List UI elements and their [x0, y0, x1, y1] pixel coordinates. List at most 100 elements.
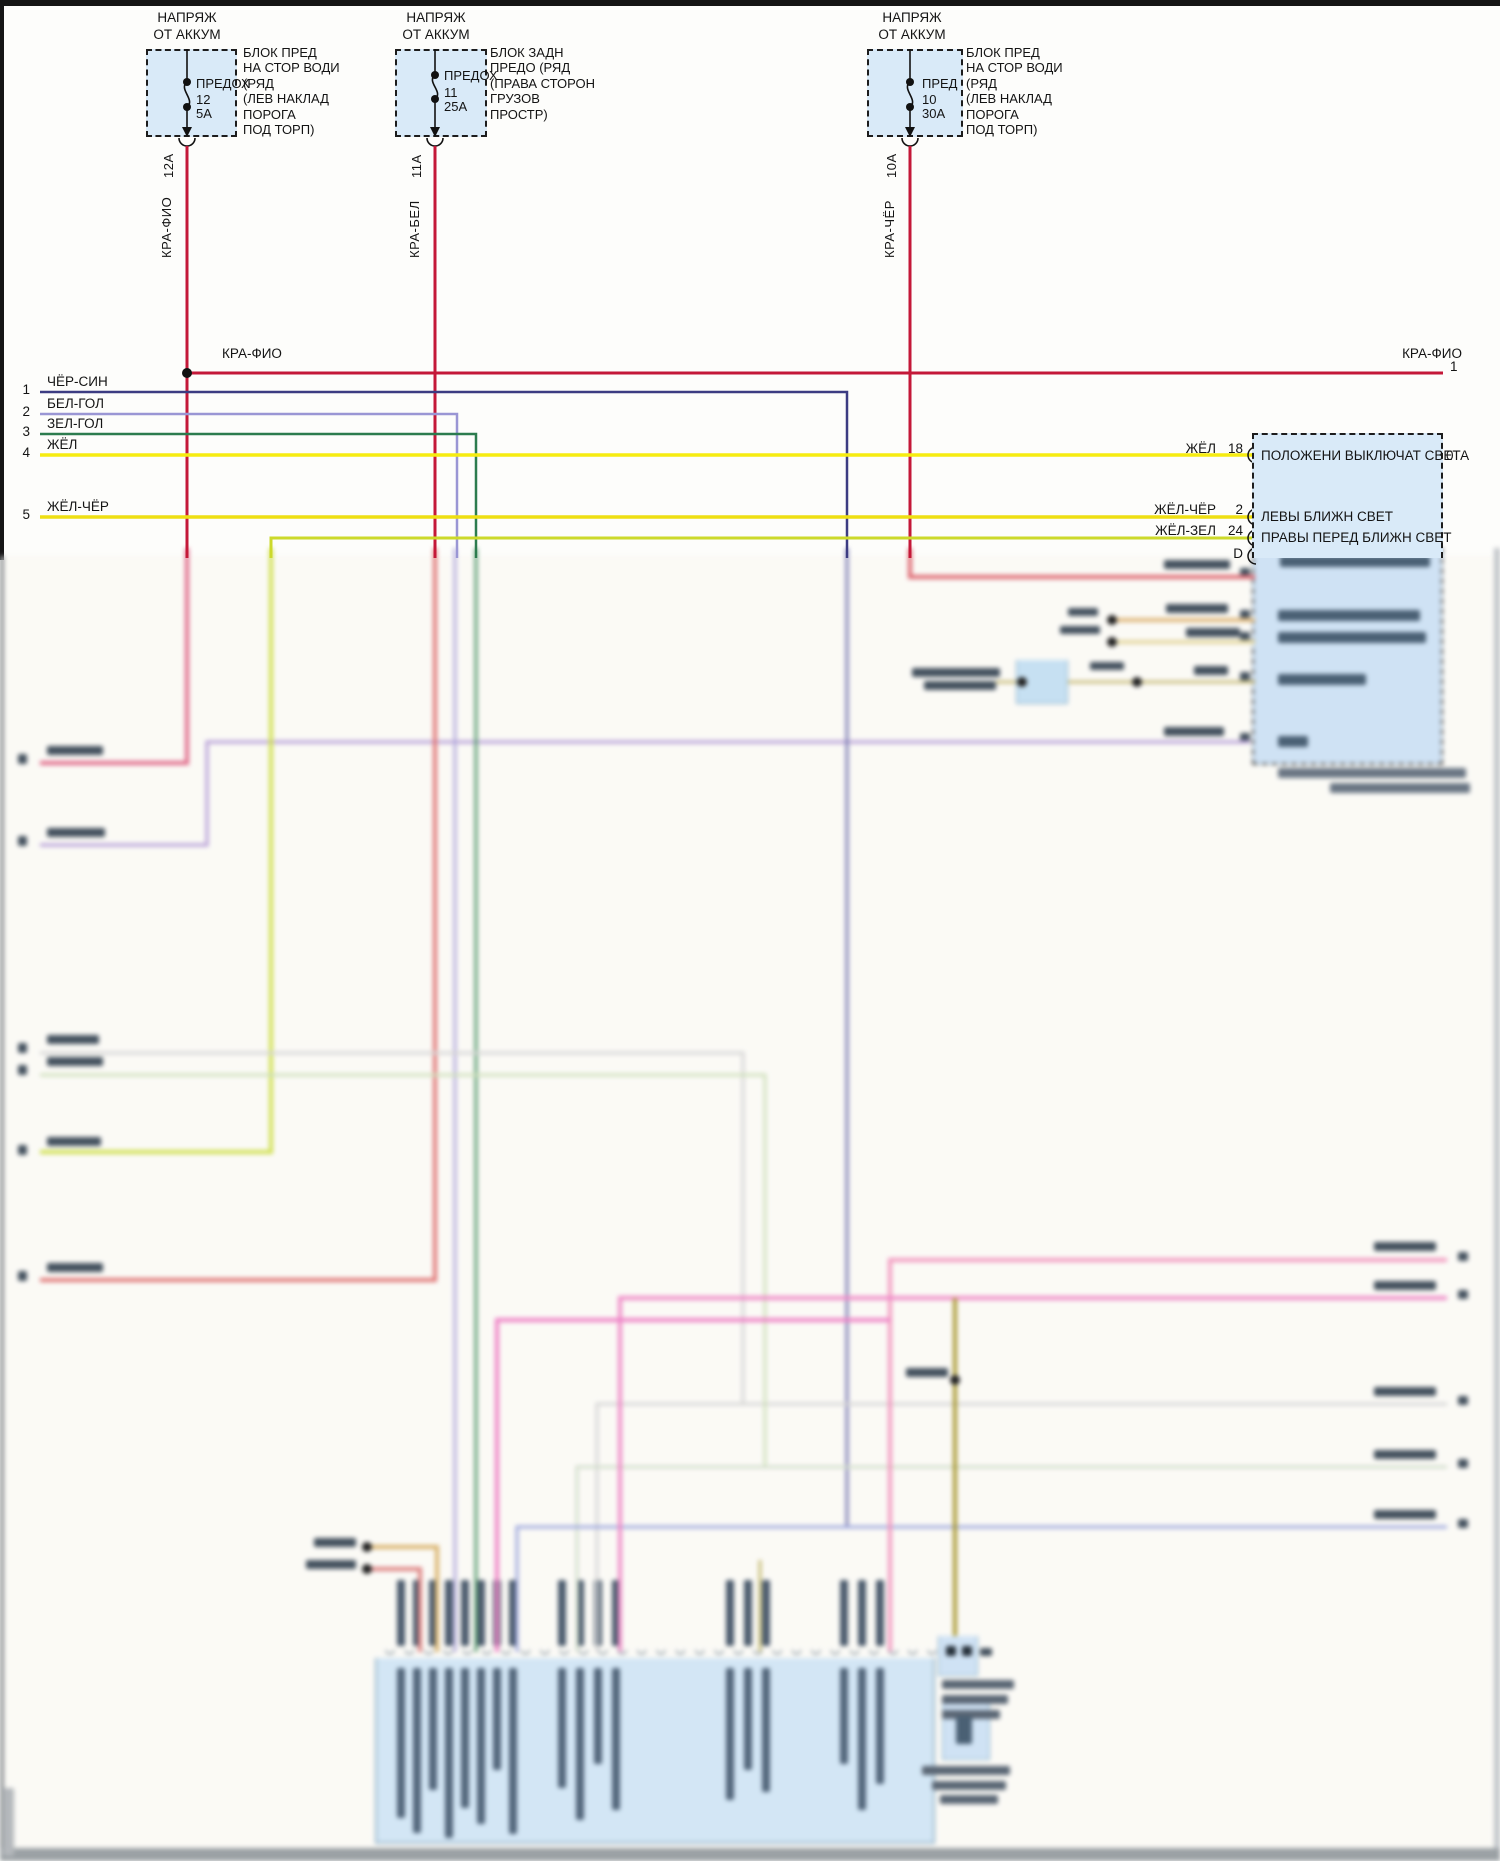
blur-junction-dot [362, 1564, 372, 1574]
fuse3-symbol-label: ПРЕД [922, 76, 958, 91]
bw-palegreen9-a [40, 1073, 767, 1467]
bottom-block-pin-arc-26 [888, 1649, 899, 1655]
bw-palegreen9-b [575, 1465, 1447, 1652]
pin-label-column-inside-13 [744, 1668, 752, 1770]
fuse2-header-line1: НАПРЯЖ [406, 10, 466, 25]
blurred-label-blob-25 [1240, 610, 1250, 619]
blurred-label-blob-21 [1458, 1519, 1468, 1528]
lsb-row1-suffix: 0 [1446, 448, 1454, 463]
lsb-row1-pin: 18 [1227, 441, 1243, 456]
bottom-block-pin-arc-22 [811, 1649, 821, 1655]
blurred-label-blob-52 [906, 1368, 948, 1377]
bw-kra-fio-cont [40, 548, 189, 765]
blurred-label-blob-0 [47, 746, 103, 755]
blur-junction-dot [1132, 677, 1142, 687]
lsb-row4-pin: D [1233, 546, 1243, 561]
left-wire-2-label: БЕЛ-ГОЛ [47, 396, 104, 411]
page-border-bottom [0, 1848, 1500, 1861]
pin-label-column-above-16 [858, 1580, 866, 1646]
pin-label-column-inside-14 [762, 1668, 770, 1792]
page-border-left-lower [0, 556, 4, 1861]
blurred-label-blob-20 [1374, 1510, 1436, 1519]
bottom-block-pin-arc-6 [501, 1649, 511, 1655]
pin-label-column-inside-17 [876, 1668, 884, 1784]
blurred-label-blob-37 [1280, 556, 1430, 567]
blurred-label-blob-12 [1374, 1242, 1436, 1251]
bottom-block-pin-arc-9 [559, 1649, 569, 1655]
left-wire-2-num: 2 [22, 404, 30, 419]
pin-label-column-inside-1 [413, 1668, 421, 1833]
left-wire-3-label: ЗЕЛ-ГОЛ [47, 416, 104, 431]
blurred-label-blob-8 [47, 1137, 101, 1146]
bottom-block-pin-arc-3 [443, 1649, 453, 1655]
left-wire-3-num: 3 [22, 424, 30, 439]
fuse2-connector-bracket [426, 137, 444, 147]
bottom-block-pin-arc-14 [656, 1649, 666, 1655]
blur-junction-dot [362, 1542, 372, 1552]
blurred-label-blob-55 [980, 1648, 992, 1656]
wire-zhel-zel [269, 536, 1252, 558]
bw-periwinkle [515, 1525, 1447, 1652]
lsb-row3-pin: 24 [1227, 523, 1243, 538]
lsb-row3-wire: ЖЁЛ-ЗЕЛ [1155, 523, 1216, 538]
blurred-label-blob-18 [1374, 1450, 1436, 1459]
fuse1-box [146, 49, 237, 137]
bottom-block-pin-arc-12 [617, 1649, 628, 1655]
blur-junction-dot [1107, 615, 1117, 625]
fuse1-rating: 5А [196, 106, 212, 121]
bw-gray8-a [40, 1051, 745, 1404]
fuse2-note: БЛОК ЗАДН ПРЕДО (РЯД (ПРАВА СТОРОН ГРУЗОВ … [490, 45, 595, 122]
bottom-block-pin-arc-24 [849, 1649, 860, 1655]
bottom-block-pin-arc-8 [540, 1649, 550, 1655]
blurred-label-blob-30 [1164, 727, 1224, 736]
pin-label-column-above-13 [744, 1580, 752, 1646]
blurred-label-blob-27 [1240, 632, 1250, 641]
bottom-block-pin-arc-19 [753, 1649, 763, 1655]
bus-junction-dot [182, 368, 192, 378]
pin-label-column-above-4 [461, 1580, 469, 1646]
blurred-label-blob-35 [912, 668, 1000, 677]
pin-label-column-above-8 [558, 1580, 566, 1646]
fuse3-dot-top [906, 78, 914, 86]
blurred-label-blob-28 [1194, 666, 1228, 675]
pin-label-column-above-3 [445, 1580, 453, 1646]
pin-label-column-inside-0 [397, 1668, 405, 1818]
fuse1-header-line2: ОТ АККУМ [153, 27, 221, 42]
bus-end-pin: 1 [1450, 359, 1458, 374]
fuse1-connector-bracket [178, 137, 196, 147]
pin-label-column-inside-16 [858, 1668, 866, 1810]
pin-label-column-inside-3 [445, 1668, 453, 1838]
blurred-label-blob-2 [47, 828, 105, 837]
bottom-block-pin-arc-21 [791, 1649, 802, 1655]
blurred-label-blob-26 [1186, 628, 1240, 637]
pin-label-column-inside-10 [594, 1668, 602, 1764]
blurred-label-blob-47 [922, 1766, 1010, 1775]
blurred-label-blob-9 [18, 1145, 27, 1155]
page-border-left [0, 0, 4, 560]
right-block-continuation [1252, 548, 1443, 765]
lsb-row3-func: ПРАВЫ ПЕРЕД БЛИЖН СВЕТ [1261, 530, 1452, 545]
blurred-label-blob-38 [1278, 610, 1420, 621]
bottom-block-pin-arc-0 [385, 1649, 395, 1655]
bottom-block-pin-arc-4 [462, 1649, 473, 1655]
blurred-label-blob-34 [1090, 662, 1124, 670]
blurred-label-blob-51 [306, 1560, 356, 1569]
bottom-block-pin-arc-28 [927, 1649, 937, 1655]
blurred-label-blob-22 [1164, 560, 1230, 569]
blurred-label-blob-19 [1458, 1459, 1468, 1468]
pin-label-column-above-1 [413, 1580, 421, 1646]
bw-zhel-zel-riser [40, 548, 273, 1154]
pin-label-column-above-15 [840, 1580, 848, 1646]
bw-pink-b [618, 1296, 1447, 1652]
fuse1-header-line1: НАПРЯЖ [157, 10, 217, 25]
bottom-block-pin-arc-1 [404, 1649, 415, 1655]
pin-label-column-above-0 [397, 1580, 405, 1646]
blurred-label-blob-14 [1374, 1281, 1436, 1290]
left-wire-1-num: 1 [22, 382, 30, 397]
fuse3-note: БЛОК ПРЕД НА СТОР ВОДИ (РЯД (ЛЕВ НАКЛАД ПО… [966, 45, 1063, 137]
pin-label-column-inside-4 [461, 1668, 469, 1808]
pin-label-column-inside-7 [509, 1668, 517, 1834]
bw-violet [40, 740, 1250, 847]
blurred-label-blob-48 [932, 1781, 1006, 1790]
